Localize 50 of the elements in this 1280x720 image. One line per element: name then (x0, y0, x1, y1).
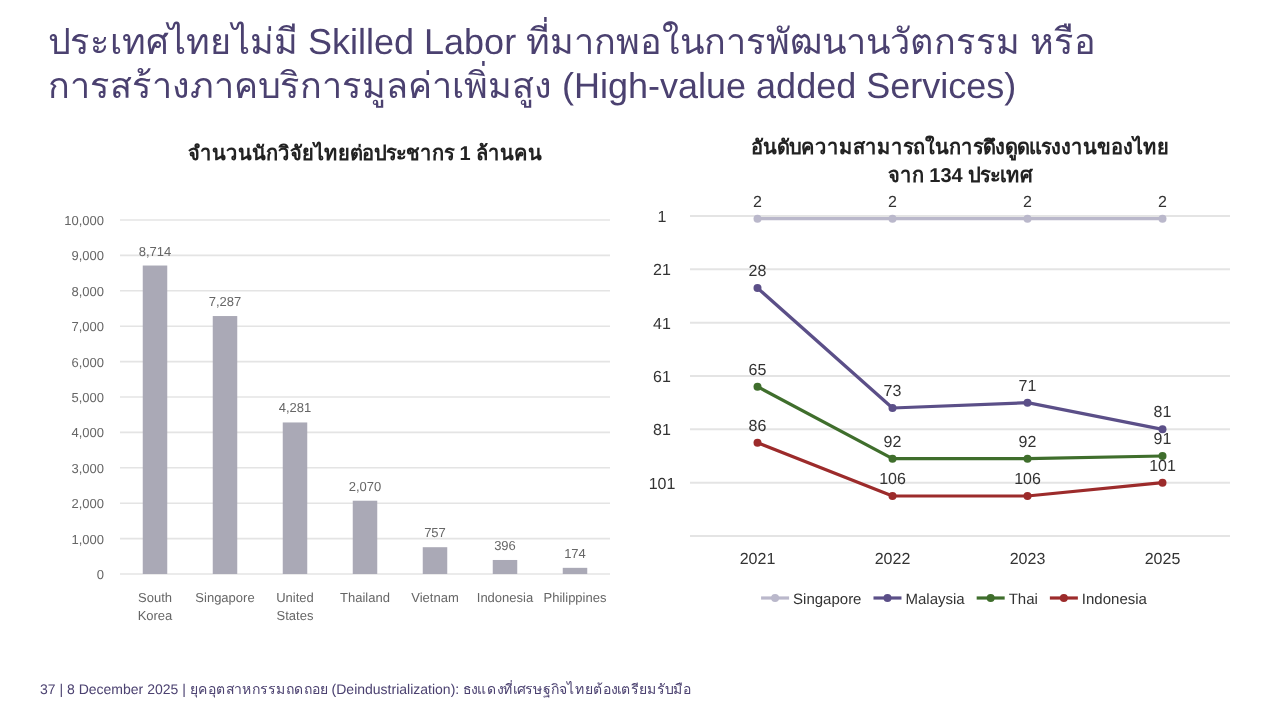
data-label: 92 (883, 432, 903, 451)
point (888, 404, 897, 412)
y-tick-label: 1 (657, 208, 668, 226)
point (1023, 398, 1032, 407)
bar (352, 500, 378, 574)
point (753, 382, 762, 391)
data-label: 2 (753, 192, 764, 211)
point (1023, 214, 1032, 223)
data-label: 71 (1018, 376, 1038, 395)
data-label: 2 (1023, 192, 1034, 211)
y-tick-label: 21 (653, 261, 672, 280)
bar (282, 422, 308, 574)
x-tick-label: 2025 (1144, 550, 1182, 568)
x-tick-label: 2023 (1009, 550, 1047, 568)
data-label: 65 (748, 360, 768, 379)
point (888, 214, 897, 223)
bar (212, 316, 238, 574)
data-label: 92 (1018, 432, 1038, 451)
data-label: 28 (748, 262, 768, 280)
chart-title: อันดับความสามารถในการดึงดูดแรงงานของไทย จาก 134 ประเทศ (751, 134, 1169, 188)
point (1023, 492, 1032, 500)
data-label: 106 (1014, 470, 1042, 488)
point (753, 438, 762, 447)
data-label: 2 (888, 192, 899, 211)
point (1158, 478, 1167, 487)
point (1023, 454, 1032, 463)
bar (142, 265, 168, 574)
point (888, 492, 897, 500)
data-label: 81 (1153, 403, 1173, 422)
data-label: 73 (883, 382, 903, 400)
bar (492, 559, 518, 574)
y-tick-label: 81 (653, 421, 672, 440)
y-tick-label: 101 (648, 474, 677, 493)
point (888, 454, 897, 463)
data-label: 101 (1149, 456, 1177, 475)
y-tick-label: 61 (653, 368, 672, 386)
point (753, 214, 762, 223)
chart-title: ประเทศไทยไม่มี Skilled Labor ที่มากพอในการพัฒนานวัตกรรม หรือ การสร้างภาคบริการมูลค่าเพิ่มสูง (High-value added Services) (48, 16, 1097, 108)
point (1158, 214, 1167, 223)
point (753, 284, 762, 292)
data-label: 91 (1153, 430, 1173, 448)
chart-subtitle: จำนวนนักวิจัยไทยต่อประชากร 1 ล้านคน (187, 140, 543, 166)
y-tick-label: 41 (653, 314, 672, 333)
x-tick-label: 2021 (739, 550, 777, 568)
data-label: 86 (748, 416, 768, 435)
data-label: 106 (879, 470, 907, 488)
x-tick-label: 2022 (874, 550, 912, 568)
data-label: 2 (1158, 192, 1169, 211)
bar (562, 567, 588, 574)
bar (422, 547, 448, 574)
